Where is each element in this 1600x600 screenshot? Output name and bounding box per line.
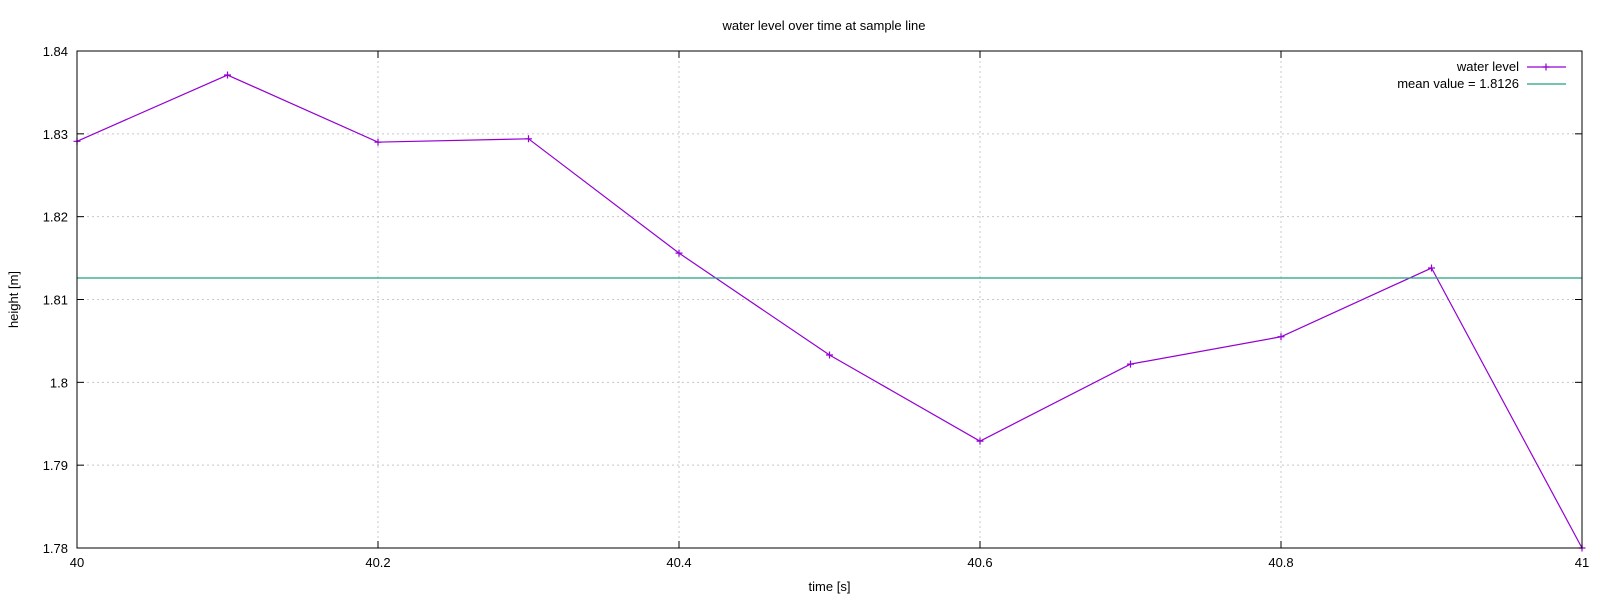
y-tick-label: 1.78 <box>43 541 68 556</box>
legend-label: water level <box>1456 59 1519 74</box>
data-point <box>826 351 833 359</box>
y-axis-label: height [m] <box>6 271 21 328</box>
y-tick-label: 1.79 <box>43 458 68 473</box>
grid <box>77 51 1582 548</box>
data-point <box>224 71 231 79</box>
data-point <box>1277 333 1285 341</box>
y-tick-label: 1.81 <box>43 293 68 308</box>
axes: 40 40.2 40.4 40.6 40.8 41 1.78 1.79 1.8 1.81 1.82 1… <box>43 44 1590 570</box>
series-line <box>76 74 1583 549</box>
x-tick-label: 40 <box>70 555 84 570</box>
y-tick-label: 1.83 <box>43 127 68 142</box>
series-layer <box>73 71 1586 552</box>
x-tick-label: 41 <box>1575 555 1589 570</box>
data-point <box>1428 264 1435 272</box>
legend-marker <box>1542 63 1550 71</box>
y-tick-label: 1.84 <box>43 44 68 59</box>
data-point <box>976 437 984 445</box>
x-tick-label: 40.6 <box>967 555 992 570</box>
x-tick-label: 40.4 <box>666 555 691 570</box>
y-tick-label: 1.82 <box>43 210 68 225</box>
chart-title: water level over time at sample line <box>721 18 925 33</box>
data-point <box>1127 360 1134 368</box>
data-point <box>374 138 382 146</box>
data-point <box>525 135 532 143</box>
legend: water level mean value = 1.8126 <box>1397 59 1566 91</box>
data-point <box>675 249 683 257</box>
x-tick-label: 40.2 <box>365 555 390 570</box>
legend-label: mean value = 1.8126 <box>1397 76 1519 91</box>
x-axis-label: time [s] <box>809 579 851 594</box>
x-tick-label: 40.8 <box>1268 555 1293 570</box>
y-tick-label: 1.8 <box>50 375 68 390</box>
